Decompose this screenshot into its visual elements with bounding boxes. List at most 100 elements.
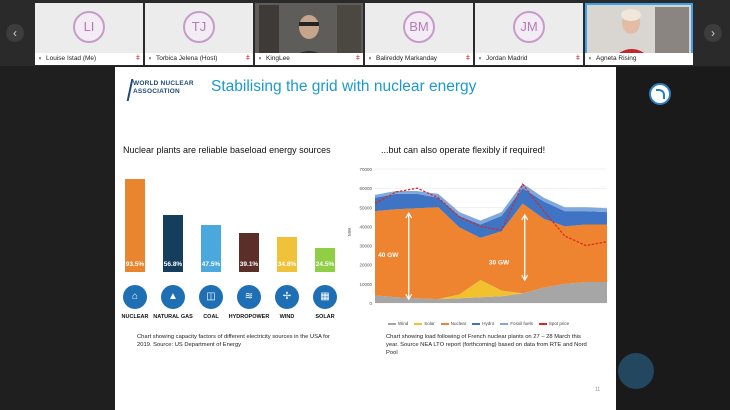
y-tick-label: 70000 xyxy=(359,167,372,172)
y-tick-label: 40000 xyxy=(359,224,372,229)
participant-tile[interactable]: JM ◖ Jordan Madrid ǂ xyxy=(475,3,583,65)
gas-flame-icon: ▲ xyxy=(161,285,185,309)
solar-panel-icon: ▦ xyxy=(313,285,337,309)
capacity-factor-chart: 93.5% ⌂ NUCLEAR 56.8% ▲ NATURAL GAS 47.5% ◫ COAL… xyxy=(115,67,365,327)
arrowhead xyxy=(405,293,413,301)
mic-muted-icon: ǂ xyxy=(575,55,580,62)
legend-swatch xyxy=(472,322,481,325)
y-tick-label: 60000 xyxy=(359,186,372,191)
chevron-right-icon: › xyxy=(711,26,715,40)
mic-muted-icon: ǂ xyxy=(245,55,250,62)
annotation-label: 30 GW xyxy=(489,260,510,267)
next-page-button[interactable]: › xyxy=(704,24,722,42)
organization-logo: WORLD NUCLEAR ASSOCIATION xyxy=(133,80,194,95)
bar-solar: 24.5% xyxy=(315,247,335,272)
reactor-icon: ⌂ xyxy=(123,285,147,309)
y-tick-label: 50000 xyxy=(359,205,372,210)
participant-tile[interactable]: LI ◖ Louise Istad (Me) ǂ xyxy=(35,3,143,65)
participant-name: Louise Istad (Me) xyxy=(46,55,97,62)
bar-value-label: 24.5% xyxy=(315,261,335,268)
arrowhead xyxy=(521,274,529,282)
series-area-wind xyxy=(375,281,607,303)
bar-category-label: WIND xyxy=(279,314,295,320)
avatar: LI xyxy=(73,11,105,43)
legend-entry: Fossil fuels xyxy=(500,321,533,326)
arrowhead xyxy=(521,213,529,221)
participant-tile[interactable]: TJ ◖ Torbica Jelena (Host) ǂ xyxy=(145,3,253,65)
bar-value-label: 93.5% xyxy=(125,261,145,268)
chart-legend: Wind Solar Nuclear Hydro Fossil fuels Spot pr… xyxy=(388,321,575,326)
chevron-left-icon: ‹ xyxy=(13,26,17,40)
legend-entry: Wind xyxy=(388,321,408,326)
bar-wind: 34.8% xyxy=(277,237,297,272)
y-axis-label: MW xyxy=(347,227,352,236)
participant-name: Jordan Madrid xyxy=(486,55,528,62)
slide-page-number: 11 xyxy=(595,387,601,393)
microphone-icon: ◖ xyxy=(148,55,152,62)
bar-value-label: 56.8% xyxy=(163,260,183,268)
legend-entry: Spot price xyxy=(538,321,569,326)
legend-entry: Solar xyxy=(414,321,435,326)
loading-indicator-icon xyxy=(618,353,654,389)
mic-muted-icon: ǂ xyxy=(135,55,140,62)
legend-swatch xyxy=(440,322,449,325)
left-chart-heading: Nuclear plants are reliable baseload ene… xyxy=(123,145,331,155)
microphone-icon: ◖ xyxy=(588,55,592,62)
right-chart-caption: Chart showing load following of French n… xyxy=(386,334,587,356)
participant-name: Balireddy Markanday xyxy=(376,55,438,62)
avatar: JM xyxy=(513,11,545,43)
bar-natural-gas: 56.8% xyxy=(163,215,183,272)
mic-muted-icon: ǂ xyxy=(355,55,360,62)
left-chart-caption: Chart showing capacity factors of differ… xyxy=(137,334,330,348)
previous-page-button[interactable]: ‹ xyxy=(6,24,24,42)
mic-muted-icon: ǂ xyxy=(465,55,470,62)
legend-entry: Nuclear xyxy=(440,321,466,326)
participant-tile-active-speaker[interactable]: ◖ Agneta Rising xyxy=(585,3,693,65)
y-tick-label: 0 xyxy=(369,301,372,306)
slide-title: Stabilising the grid with nuclear energy xyxy=(211,78,477,95)
participant-tile[interactable]: ◖ KingLee ǂ xyxy=(255,3,363,65)
avatar: TJ xyxy=(183,11,215,43)
y-tick-label: 20000 xyxy=(359,263,372,268)
arrowhead xyxy=(405,211,413,219)
wind-turbine-icon: ✢ xyxy=(275,285,299,309)
bar-hydropower: 39.1% xyxy=(239,232,259,272)
participant-name: Torbica Jelena (Host) xyxy=(156,55,218,62)
right-chart-heading: ...but can also operate flexibly if requ… xyxy=(381,145,546,155)
bar-coal: 47.5% xyxy=(201,224,221,272)
legend-swatch xyxy=(414,322,423,325)
avatar: BM xyxy=(403,11,435,43)
microphone-icon: ◖ xyxy=(38,55,42,62)
shared-slide: WORLD NUCLEAR ASSOCIATION Stabilising th… xyxy=(115,67,616,410)
microphone-icon: ◖ xyxy=(368,55,372,62)
legend-entry: Hydro xyxy=(472,321,494,326)
participant-name: Agneta Rising xyxy=(596,55,637,62)
bar-category-label: NUCLEAR xyxy=(121,314,149,320)
microphone-icon: ◖ xyxy=(478,55,482,62)
bar-category-label: SOLAR xyxy=(315,314,335,320)
bar-category-label: HYDROPOWER xyxy=(228,314,270,320)
participant-tile[interactable]: BM ◖ Balireddy Markanday ǂ xyxy=(365,3,473,65)
bar-category-label: NATURAL GAS xyxy=(153,314,193,320)
bar-value-label: 34.8% xyxy=(277,260,297,268)
bar-value-label: 47.5% xyxy=(201,261,221,268)
load-following-chart: 0 10000 20000 30000 40000 50000 60000 70000 MW 40… xyxy=(347,167,608,306)
annotation-label: 40 GW xyxy=(378,252,399,259)
y-tick-label: 10000 xyxy=(359,282,372,287)
series-area-solar xyxy=(375,280,607,300)
participant-name: KingLee xyxy=(266,55,290,62)
microphone-icon: ◖ xyxy=(258,55,262,62)
series-area-nuclear xyxy=(375,203,607,300)
legend-swatch xyxy=(538,322,547,325)
bar-nuclear: 93.5% xyxy=(125,178,145,272)
series-area-hydro xyxy=(375,188,607,238)
spot-price-line xyxy=(374,183,608,247)
series-area-fossil-fuels xyxy=(375,183,607,225)
participant-strip: ‹ LI ◖ Louise Istad (Me) ǂ TJ ◖ Torbica Jel… xyxy=(0,0,730,66)
y-tick-label: 30000 xyxy=(359,244,372,249)
coal-cart-icon: ◫ xyxy=(199,285,223,309)
legend-swatch xyxy=(388,322,396,325)
screen-share-icon[interactable] xyxy=(649,83,671,105)
bar-category-label: COAL xyxy=(203,314,219,320)
legend-swatch xyxy=(500,322,509,325)
